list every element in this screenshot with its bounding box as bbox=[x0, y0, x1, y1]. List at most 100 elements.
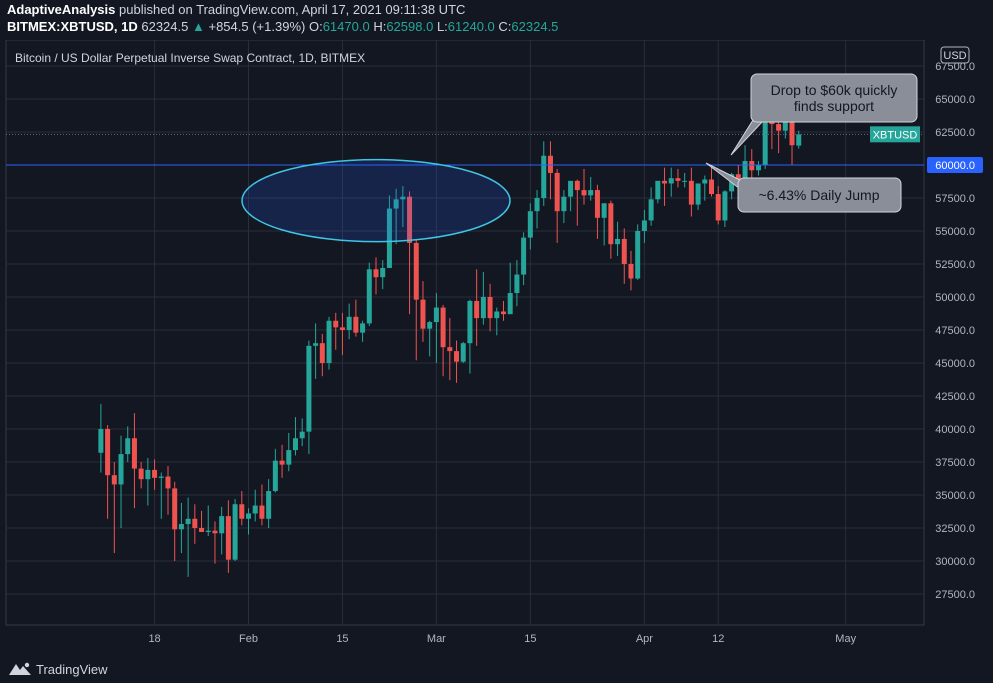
low-value: 61240.0 bbox=[447, 19, 495, 34]
candle-body bbox=[286, 450, 292, 465]
candle-body bbox=[480, 297, 486, 319]
publish-info: AdaptiveAnalysis published on TradingVie… bbox=[7, 2, 465, 17]
candle-body bbox=[138, 468, 144, 480]
candle-body bbox=[98, 429, 104, 453]
annotation-text: Drop to $60k quickly bbox=[771, 82, 898, 98]
candle-body bbox=[205, 530, 211, 532]
candle-body bbox=[145, 469, 151, 480]
candle-body bbox=[709, 179, 714, 195]
tradingview-brand[interactable]: TradingView bbox=[8, 661, 108, 677]
candle-body bbox=[668, 178, 674, 184]
publish-meta: published on TradingView.com, April 17, … bbox=[119, 2, 466, 17]
candle-body bbox=[272, 460, 278, 492]
author-name[interactable]: AdaptiveAnalysis bbox=[7, 2, 116, 17]
last-price: 62324.5 bbox=[141, 19, 189, 34]
candle-body bbox=[467, 300, 473, 344]
candle-body bbox=[722, 191, 728, 221]
candle-body bbox=[755, 165, 761, 171]
candle-body bbox=[688, 180, 694, 205]
candle-body bbox=[400, 196, 406, 200]
candle-body bbox=[454, 351, 460, 362]
candle-body bbox=[541, 155, 547, 198]
candle-body bbox=[514, 274, 520, 294]
annotation-box bbox=[737, 177, 902, 213]
candle-body bbox=[594, 190, 600, 218]
high-label: H: bbox=[373, 19, 387, 34]
candle-body bbox=[172, 488, 178, 530]
last-price-badge-bg bbox=[870, 126, 920, 143]
tradingview-logo-icon bbox=[9, 662, 31, 675]
candle-body bbox=[420, 299, 426, 329]
candle-body bbox=[246, 513, 252, 519]
chart-title: Bitcoin / US Dollar Perpetual Inverse Sw… bbox=[15, 51, 365, 65]
candle-body bbox=[641, 220, 647, 231]
publish-header: AdaptiveAnalysis published on TradingVie… bbox=[0, 0, 993, 40]
close-label: C: bbox=[498, 19, 512, 34]
candle-body bbox=[500, 311, 506, 315]
price-tick-label: 35000.0 bbox=[935, 490, 975, 502]
candle-body bbox=[192, 518, 198, 528]
candle-body bbox=[380, 267, 386, 278]
time-tick-label: May bbox=[835, 633, 856, 645]
candle-body bbox=[232, 504, 238, 560]
currency-label: USD bbox=[943, 50, 966, 62]
price-tick-label: 62500.0 bbox=[935, 127, 975, 139]
time-axis[interactable]: 18 Feb 15 Mar 15 Apr 12 May bbox=[148, 633, 856, 645]
candle-body bbox=[252, 505, 258, 514]
candle-body bbox=[266, 491, 272, 519]
price-tick-label: 27500.0 bbox=[935, 589, 975, 601]
change-arrow-icon: ▲ bbox=[191, 19, 205, 34]
candle-body bbox=[554, 172, 560, 212]
candle-body bbox=[702, 179, 708, 184]
annotation-text: finds support bbox=[794, 98, 874, 114]
time-tick-label: Apr bbox=[636, 633, 653, 645]
annotation-text: ~6.43% Daily Jump bbox=[758, 187, 879, 203]
candle-body bbox=[407, 196, 413, 243]
candle-body bbox=[239, 504, 245, 519]
candle-body bbox=[225, 516, 231, 560]
candle-body bbox=[326, 320, 332, 363]
time-tick-label: 15 bbox=[524, 633, 536, 645]
candle-body bbox=[762, 116, 768, 165]
footer: TradingView bbox=[0, 653, 993, 683]
low-label: L: bbox=[436, 19, 448, 34]
candle-body bbox=[165, 476, 171, 489]
price-change: +854.5 (+1.39%) bbox=[208, 19, 306, 34]
price-tick-label: 32500.0 bbox=[935, 523, 975, 535]
candle-body bbox=[655, 180, 661, 200]
candle-body bbox=[185, 518, 191, 525]
annotation-daily-jump: ~6.43% Daily Jump bbox=[705, 162, 902, 213]
candle-body bbox=[313, 343, 319, 346]
price-tick-label: 37500.0 bbox=[935, 457, 975, 469]
candle-body bbox=[568, 180, 574, 197]
candle-body bbox=[440, 307, 446, 348]
hline-price-badge-bg bbox=[927, 157, 983, 173]
candle-body bbox=[333, 320, 339, 328]
candle-body bbox=[662, 180, 668, 184]
candles bbox=[98, 100, 802, 577]
currency-badge: USD bbox=[940, 46, 970, 64]
candle-body bbox=[735, 174, 741, 180]
time-tick-label: 18 bbox=[148, 633, 160, 645]
candle-body bbox=[158, 476, 164, 478]
candle-body bbox=[534, 198, 540, 212]
candle-body bbox=[259, 505, 265, 519]
price-axis[interactable]: 27500.0 30000.0 32500.0 35000.0 37500.0 40000… bbox=[870, 61, 983, 601]
candle-body bbox=[178, 524, 184, 530]
candle-body bbox=[131, 438, 137, 469]
symbol-label: BITMEX:XBTUSD, 1D bbox=[7, 19, 138, 34]
candle-body bbox=[460, 343, 466, 362]
candle-body bbox=[494, 311, 500, 319]
price-tick-label: 57500.0 bbox=[935, 193, 975, 205]
price-tick-label: 45000.0 bbox=[935, 358, 975, 370]
candle-body bbox=[507, 293, 513, 315]
candle-body bbox=[427, 322, 433, 329]
candle-body bbox=[695, 183, 701, 205]
candle-body bbox=[393, 199, 399, 209]
candle-body bbox=[776, 124, 782, 131]
price-tick-label: 65000.0 bbox=[935, 94, 975, 106]
candle-body bbox=[111, 475, 117, 485]
